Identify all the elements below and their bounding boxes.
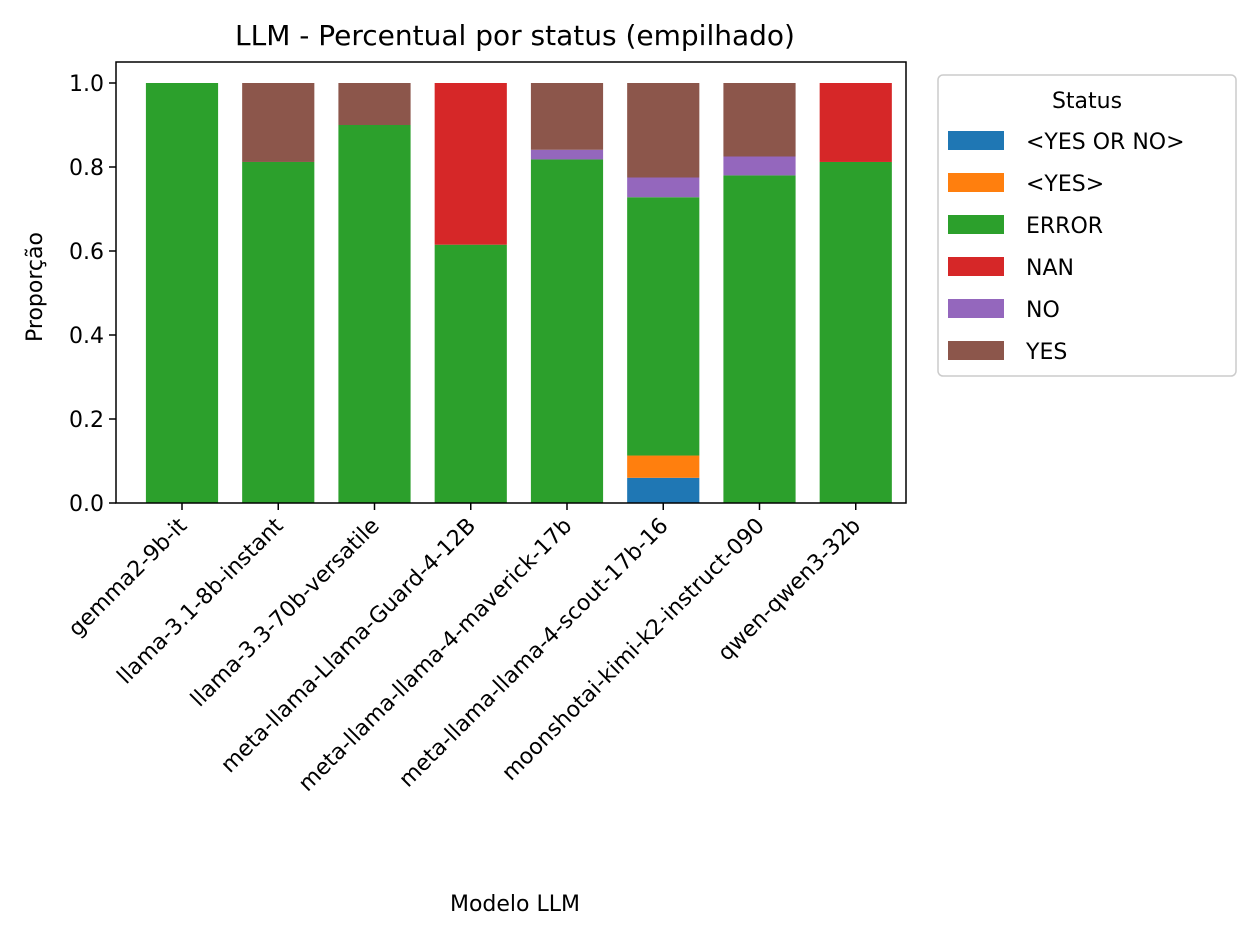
legend: Status <YES OR NO> <YES> ERROR NAN NO YES (937, 74, 1237, 377)
legend-box (937, 74, 1237, 377)
bar-segment (627, 197, 700, 456)
bar-segment (530, 149, 604, 160)
y-axis: 0.0 0.2 0.4 0.6 0.8 1.0 (69, 72, 116, 517)
bar-segment (627, 83, 700, 178)
legend-label: NAN (1026, 256, 1074, 281)
legend-label: <YES> (1026, 172, 1104, 197)
x-tick-label: llama-3.3-70b-versatile (186, 514, 384, 712)
bar-segment (627, 455, 700, 478)
bar-segment (338, 125, 411, 503)
bar-segment (627, 177, 700, 198)
bar-segment (819, 83, 892, 162)
bar-segment (434, 83, 507, 245)
bar-segment (530, 159, 604, 503)
y-axis-label: Proporção (23, 232, 48, 342)
legend-swatch (948, 341, 1004, 360)
legend-label: <YES OR NO> (1026, 130, 1185, 155)
x-tick-label: llama-3.1-8b-instant (113, 513, 289, 689)
y-tick-label: 0.6 (69, 240, 104, 265)
chart-title: LLM - Percentual por status (empilhado) (235, 19, 795, 52)
plot-area (145, 83, 892, 503)
legend-items: <YES OR NO> <YES> ERROR NAN NO YES (948, 130, 1185, 365)
bar-segment (242, 161, 315, 503)
y-tick-label: 0.2 (69, 408, 104, 433)
bar-segment (242, 83, 315, 162)
legend-title: Status (1052, 89, 1122, 114)
legend-swatch (948, 173, 1004, 192)
bar-segment (530, 83, 604, 150)
y-tick-label: 0.0 (69, 492, 104, 517)
y-tick-label: 0.4 (69, 324, 104, 349)
legend-swatch (948, 257, 1004, 276)
bar-segment (723, 156, 796, 176)
bar-segment (723, 175, 796, 503)
legend-label: YES (1025, 340, 1067, 365)
bar-segment (434, 244, 507, 503)
bar-segment (819, 161, 892, 503)
x-axis-label: Modelo LLM (450, 892, 580, 917)
bar-segment (338, 83, 411, 125)
legend-label: NO (1026, 298, 1060, 323)
y-tick-label: 1.0 (69, 72, 104, 97)
plot-frame (115, 61, 907, 504)
bar-segment (723, 83, 796, 157)
legend-swatch (948, 215, 1004, 234)
x-axis: gemma2-9b-itllama-3.1-8b-instantllama-3.… (64, 503, 866, 797)
bar-segment (627, 477, 700, 503)
legend-swatch (948, 131, 1004, 150)
legend-label: ERROR (1026, 214, 1103, 239)
y-tick-label: 0.8 (69, 156, 104, 181)
legend-swatch (948, 299, 1004, 318)
bar-segment (145, 83, 219, 503)
